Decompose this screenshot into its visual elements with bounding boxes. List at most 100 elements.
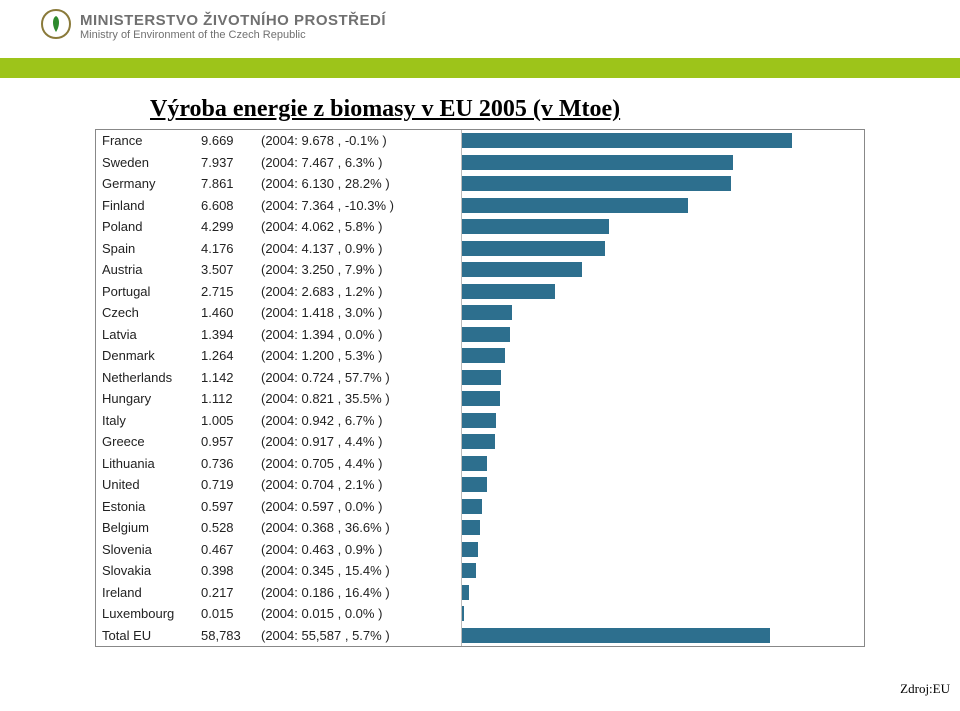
bar-cell [461,152,864,174]
bar [462,606,464,621]
detail-label: (2004: 6.130 , 28.2% ) [261,173,461,195]
table-row: France9.669(2004: 9.678 , -0.1% ) [96,130,864,152]
bar [462,563,476,578]
table-row: Slovenia0.467(2004: 0.463 , 0.9% ) [96,539,864,561]
table-row: Finland6.608(2004: 7.364 , -10.3% ) [96,195,864,217]
value-label: 0.467 [197,539,261,561]
detail-label: (2004: 0.015 , 0.0% ) [261,603,461,625]
country-label: Latvia [96,324,197,346]
detail-label: (2004: 7.467 , 6.3% ) [261,152,461,174]
country-label: Ireland [96,582,197,604]
source-label: Zdroj:EU [900,681,950,697]
country-label: Denmark [96,345,197,367]
bar [462,198,688,213]
value-label: 1.394 [197,324,261,346]
detail-label: (2004: 0.724 , 57.7% ) [261,367,461,389]
bar [462,499,482,514]
table-row: United0.719(2004: 0.704 , 2.1% ) [96,474,864,496]
country-label: Hungary [96,388,197,410]
country-label: Germany [96,173,197,195]
detail-label: (2004: 4.062 , 5.8% ) [261,216,461,238]
bar [462,585,469,600]
detail-label: (2004: 0.345 , 15.4% ) [261,560,461,582]
bar [462,219,609,234]
table-row: Estonia0.597(2004: 0.597 , 0.0% ) [96,496,864,518]
value-label: 58,783 [197,625,261,647]
bar [462,155,733,170]
country-label: Greece [96,431,197,453]
detail-label: (2004: 1.418 , 3.0% ) [261,302,461,324]
table-row: Italy1.005(2004: 0.942 , 6.7% ) [96,410,864,432]
detail-label: (2004: 9.678 , -0.1% ) [261,130,461,152]
table-row: Greece0.957(2004: 0.917 , 4.4% ) [96,431,864,453]
detail-label: (2004: 0.368 , 36.6% ) [261,517,461,539]
detail-label: (2004: 7.364 , -10.3% ) [261,195,461,217]
value-label: 4.176 [197,238,261,260]
value-label: 0.957 [197,431,261,453]
country-label: Lithuania [96,453,197,475]
value-label: 1.112 [197,388,261,410]
value-label: 0.736 [197,453,261,475]
country-label: United [96,474,197,496]
table-row: Germany7.861(2004: 6.130 , 28.2% ) [96,173,864,195]
value-label: 3.507 [197,259,261,281]
table-row: Czech1.460(2004: 1.418 , 3.0% ) [96,302,864,324]
table-row: Poland4.299(2004: 4.062 , 5.8% ) [96,216,864,238]
detail-label: (2004: 0.463 , 0.9% ) [261,539,461,561]
table-row: Total EU58,783(2004: 55,587 , 5.7% ) [96,625,864,647]
bar-cell [461,496,864,518]
table-row: Latvia1.394(2004: 1.394 , 0.0% ) [96,324,864,346]
country-label: Sweden [96,152,197,174]
country-label: Estonia [96,496,197,518]
country-label: Luxembourg [96,603,197,625]
brand: MINISTERSTVO ŽIVOTNÍHO PROSTŘEDÍ Ministr… [40,8,386,45]
bar-cell [461,582,864,604]
bar-cell [461,603,864,625]
country-label: Portugal [96,281,197,303]
country-label: France [96,130,197,152]
bar-cell [461,216,864,238]
bar-cell [461,517,864,539]
bar [462,133,792,148]
green-stripe [0,58,960,78]
bar [462,348,505,363]
bar-cell [461,281,864,303]
value-label: 7.861 [197,173,261,195]
bar-cell [461,238,864,260]
bar [462,434,495,449]
country-label: Slovenia [96,539,197,561]
value-label: 9.669 [197,130,261,152]
bar-cell [461,410,864,432]
detail-label: (2004: 1.394 , 0.0% ) [261,324,461,346]
header-bar: MINISTERSTVO ŽIVOTNÍHO PROSTŘEDÍ Ministr… [0,0,960,52]
bar-cell [461,302,864,324]
bar-cell [461,345,864,367]
detail-label: (2004: 0.704 , 2.1% ) [261,474,461,496]
country-label: Slovakia [96,560,197,582]
value-label: 0.719 [197,474,261,496]
detail-label: (2004: 0.917 , 4.4% ) [261,431,461,453]
value-label: 1.264 [197,345,261,367]
value-label: 2.715 [197,281,261,303]
detail-label: (2004: 0.597 , 0.0% ) [261,496,461,518]
table-row: Slovakia0.398(2004: 0.345 , 15.4% ) [96,560,864,582]
bar-cell [461,388,864,410]
bar-cell [461,259,864,281]
table-row: Ireland0.217(2004: 0.186 , 16.4% ) [96,582,864,604]
country-label: Belgium [96,517,197,539]
table-row: Luxembourg0.015(2004: 0.015 , 0.0% ) [96,603,864,625]
detail-label: (2004: 1.200 , 5.3% ) [261,345,461,367]
bar-cell [461,453,864,475]
value-label: 6.608 [197,195,261,217]
bar-cell [461,130,864,152]
detail-label: (2004: 3.250 , 7.9% ) [261,259,461,281]
bar [462,413,496,428]
detail-label: (2004: 0.821 , 35.5% ) [261,388,461,410]
bar [462,305,512,320]
bar-cell [461,367,864,389]
country-label: Czech [96,302,197,324]
country-label: Austria [96,259,197,281]
bar [462,542,478,557]
table-row: Lithuania0.736(2004: 0.705 , 4.4% ) [96,453,864,475]
country-label: Italy [96,410,197,432]
